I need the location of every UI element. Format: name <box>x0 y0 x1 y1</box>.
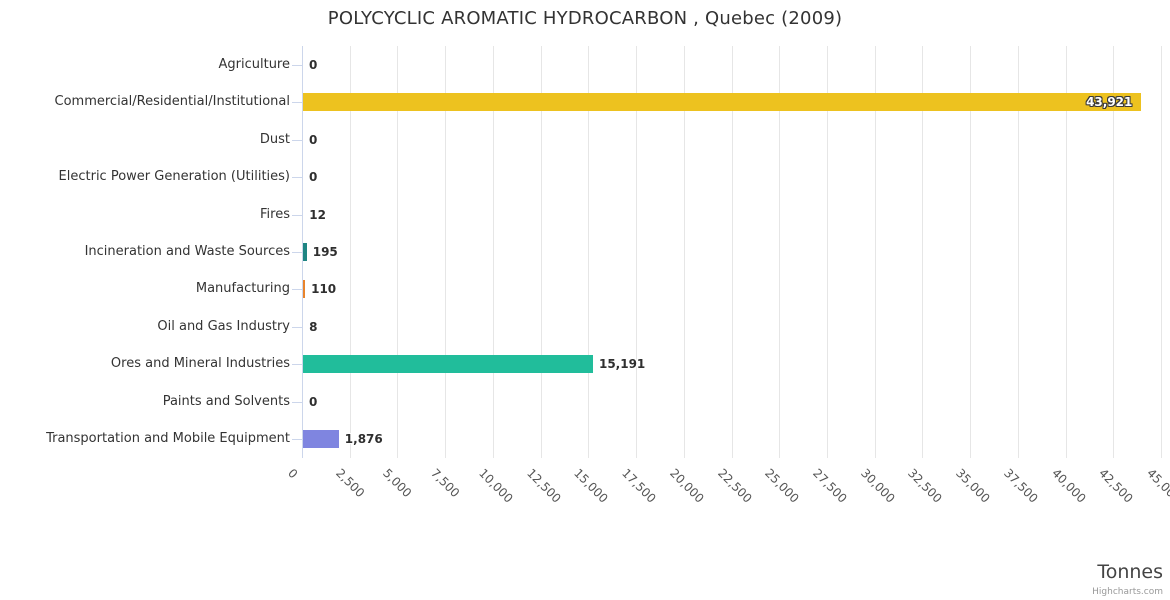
gridline <box>731 46 733 458</box>
value-axis-tick-label: 12,500 <box>523 466 564 506</box>
gridline <box>874 46 876 458</box>
bar-commercial-residential-institutional[interactable] <box>303 93 1142 112</box>
value-axis-tick-label: 32,500 <box>905 466 946 506</box>
gridline <box>1113 46 1115 458</box>
category-tick <box>292 289 302 291</box>
value-label-manufacturing: 110 <box>311 282 337 297</box>
value-axis-tick-label: 17,500 <box>619 466 659 506</box>
value-label-transportation-and-mobile-equipment: 1,876 <box>344 432 383 447</box>
category-tick <box>292 177 302 179</box>
value-label-agriculture: 0 <box>309 57 318 72</box>
gridline <box>349 46 351 458</box>
gridline <box>826 46 828 458</box>
gridline <box>445 46 447 458</box>
category-tick <box>292 139 302 141</box>
gridline <box>683 46 685 458</box>
category-label-electric-power-generation-utilities: Electric Power Generation (Utilities) <box>58 169 290 185</box>
gridline <box>779 46 781 458</box>
category-label-commercial-residential-institutional: Commercial/Residential/Institutional <box>54 94 291 110</box>
category-tick <box>292 102 302 104</box>
category-tick <box>292 401 302 403</box>
value-label-ores-and-mineral-industries: 15,191 <box>598 357 646 372</box>
value-axis-tick-label: 35,000 <box>953 466 993 506</box>
value-axis-tick-label: 7,500 <box>428 466 463 501</box>
gridline <box>588 46 590 458</box>
value-label-electric-power-generation-utilities: 0 <box>309 170 318 185</box>
value-axis-tick-label: 5,000 <box>380 466 415 501</box>
bar-manufacturing[interactable] <box>303 280 306 299</box>
bar-incineration-and-waste-sources[interactable] <box>303 243 307 261</box>
category-axis-line <box>302 46 303 458</box>
category-label-manufacturing: Manufacturing <box>195 281 290 297</box>
value-axis-title: Tonnes <box>1097 561 1163 583</box>
gridline <box>1161 46 1162 458</box>
value-axis-tick-label: 27,500 <box>810 466 850 506</box>
gridline <box>540 46 542 458</box>
gridline <box>1065 46 1067 458</box>
gridline <box>636 46 638 458</box>
gridline <box>970 46 972 458</box>
value-axis-tick-label: 0 <box>285 466 301 482</box>
value-axis-tick-label: 10,000 <box>475 466 516 506</box>
value-axis-tick-label: 30,000 <box>857 466 898 506</box>
bar-transportation-and-mobile-equipment[interactable] <box>303 430 339 449</box>
value-axis-tick-label: 25,000 <box>762 466 802 506</box>
category-tick <box>292 364 302 366</box>
value-axis-tick-label: 2,500 <box>332 466 368 501</box>
category-label-oil-and-gas-industry: Oil and Gas Industry <box>157 318 290 334</box>
category-label-dust: Dust <box>259 131 290 147</box>
category-label-paints-and-solvents: Paints and Solvents <box>162 393 290 409</box>
value-label-fires: 12 <box>309 207 326 222</box>
category-label-fires: Fires <box>260 206 290 222</box>
category-label-agriculture: Agriculture <box>218 56 291 72</box>
highcharts-credit-link[interactable]: Highcharts.com <box>1092 587 1163 597</box>
chart-title: POLYCYCLIC AROMATIC HYDROCARBON , Quebec… <box>327 8 843 29</box>
category-tick <box>292 64 302 66</box>
category-label-transportation-and-mobile-equipment: Transportation and Mobile Equipment <box>46 431 290 447</box>
value-axis-tick-label: 40,000 <box>1048 466 1089 506</box>
gridline <box>922 46 924 458</box>
category-tick <box>292 326 302 328</box>
category-label-incineration-and-waste-sources: Incineration and Waste Sources <box>84 244 290 259</box>
gridline <box>397 46 399 458</box>
value-axis-tick-label: 42,500 <box>1096 466 1136 506</box>
value-label-dust: 0 <box>309 132 318 147</box>
value-label-paints-and-solvents: 0 <box>309 394 318 409</box>
gridline <box>492 46 494 458</box>
gridline <box>1017 46 1019 458</box>
value-axis-tick-label: 20,000 <box>666 466 707 506</box>
value-label-incineration-and-waste-sources: 195 <box>312 245 338 259</box>
value-axis-tick-label: 45,000 <box>1144 466 1170 506</box>
category-label-ores-and-mineral-industries: Ores and Mineral Industries <box>110 356 290 372</box>
category-tick <box>292 252 302 253</box>
value-axis-tick-label: 22,500 <box>714 466 755 506</box>
bar-ores-and-mineral-industries[interactable] <box>303 355 593 374</box>
value-label-commercial-residential-institutional: 43,921 <box>1086 95 1133 110</box>
value-axis-tick-label: 37,500 <box>1000 466 1041 506</box>
category-tick <box>292 214 302 216</box>
category-tick <box>292 439 302 441</box>
value-axis-tick-label: 15,000 <box>571 466 612 506</box>
value-label-oil-and-gas-industry: 8 <box>309 319 318 334</box>
